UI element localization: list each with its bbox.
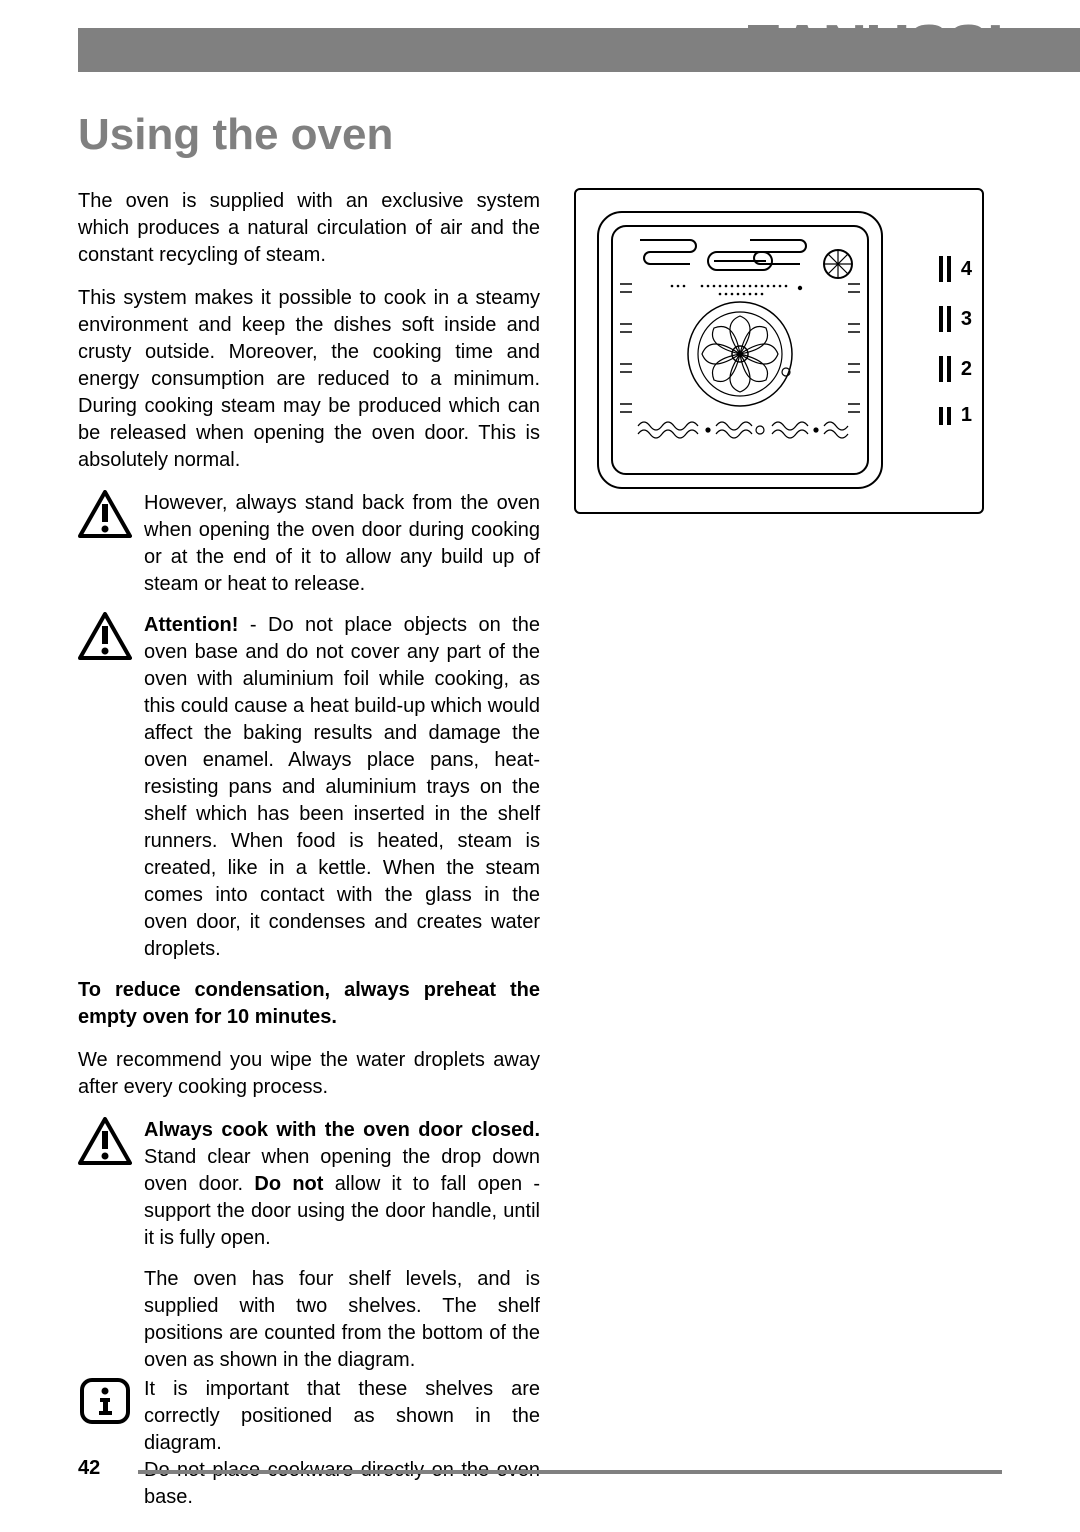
shelf-num-1: 1 (961, 404, 972, 427)
info-line-2: Do not place cookware directly on the ov… (144, 1459, 540, 1508)
wipe-note: We recommend you wipe the water droplets… (78, 1047, 540, 1101)
info-line-1: It is important that these shelves are c… (144, 1378, 540, 1454)
door-closed-bold: Always cook with the oven door closed. (144, 1119, 540, 1141)
oven-svg (590, 204, 890, 496)
left-column: The oven is supplied with an exclusive s… (78, 188, 540, 1511)
spacer-icon (78, 1266, 132, 1316)
info-text: It is important that these shelves are c… (144, 1376, 540, 1511)
warning-block-1: However, always stand back from the oven… (78, 490, 540, 598)
shelves-para: The oven has four shelf levels, and is s… (144, 1266, 540, 1374)
shelf-row-2: 2 (937, 354, 972, 384)
info-block: It is important that these shelves are c… (78, 1376, 540, 1511)
warning-icon (78, 612, 132, 662)
page-number: 42 (78, 1457, 100, 1480)
brand-logo: ZANUSSI (744, 12, 1002, 83)
preheat-note: To reduce condensation, always preheat t… (78, 977, 540, 1031)
intro-para-2: This system makes it possible to cook in… (78, 285, 540, 474)
shelf-mark-icon (937, 304, 953, 334)
warning-block-2: Attention! - Do not place objects on the… (78, 612, 540, 963)
warning-text-2: Attention! - Do not place objects on the… (144, 612, 540, 963)
shelf-num-2: 2 (961, 358, 972, 381)
shelf-num-3: 3 (961, 308, 972, 331)
attention-body: - Do not place objects on the oven base … (144, 614, 540, 960)
shelf-mark-icon (937, 354, 953, 384)
attention-label: Attention! (144, 614, 250, 636)
warning-icon (78, 1117, 132, 1167)
warning-text-1: However, always stand back from the oven… (144, 490, 540, 598)
oven-diagram: 4 3 2 1 (574, 188, 984, 514)
page-content: Using the oven The oven is supplied with… (78, 92, 1002, 1511)
shelf-row-3: 3 (937, 304, 972, 334)
shelf-mark-icon (937, 254, 953, 284)
right-column: 4 3 2 1 (574, 188, 1002, 1511)
shelf-row-4: 4 (937, 254, 972, 284)
warning-icon (78, 490, 132, 540)
info-icon (78, 1376, 132, 1426)
intro-para-1: The oven is supplied with an exclusive s… (78, 188, 540, 269)
do-not-bold: Do not (254, 1173, 323, 1195)
shelf-mark-icon (937, 405, 953, 427)
warning-text-3: Always cook with the oven door closed. S… (144, 1117, 540, 1252)
shelf-num-4: 4 (961, 258, 972, 281)
page-title: Using the oven (78, 110, 1002, 160)
shelf-row-1: 1 (937, 404, 972, 427)
shelf-labels: 4 3 2 1 (937, 254, 972, 427)
shelves-block: The oven has four shelf levels, and is s… (78, 1266, 540, 1374)
warning-block-3: Always cook with the oven door closed. S… (78, 1117, 540, 1252)
footer-rule (138, 1470, 1002, 1474)
